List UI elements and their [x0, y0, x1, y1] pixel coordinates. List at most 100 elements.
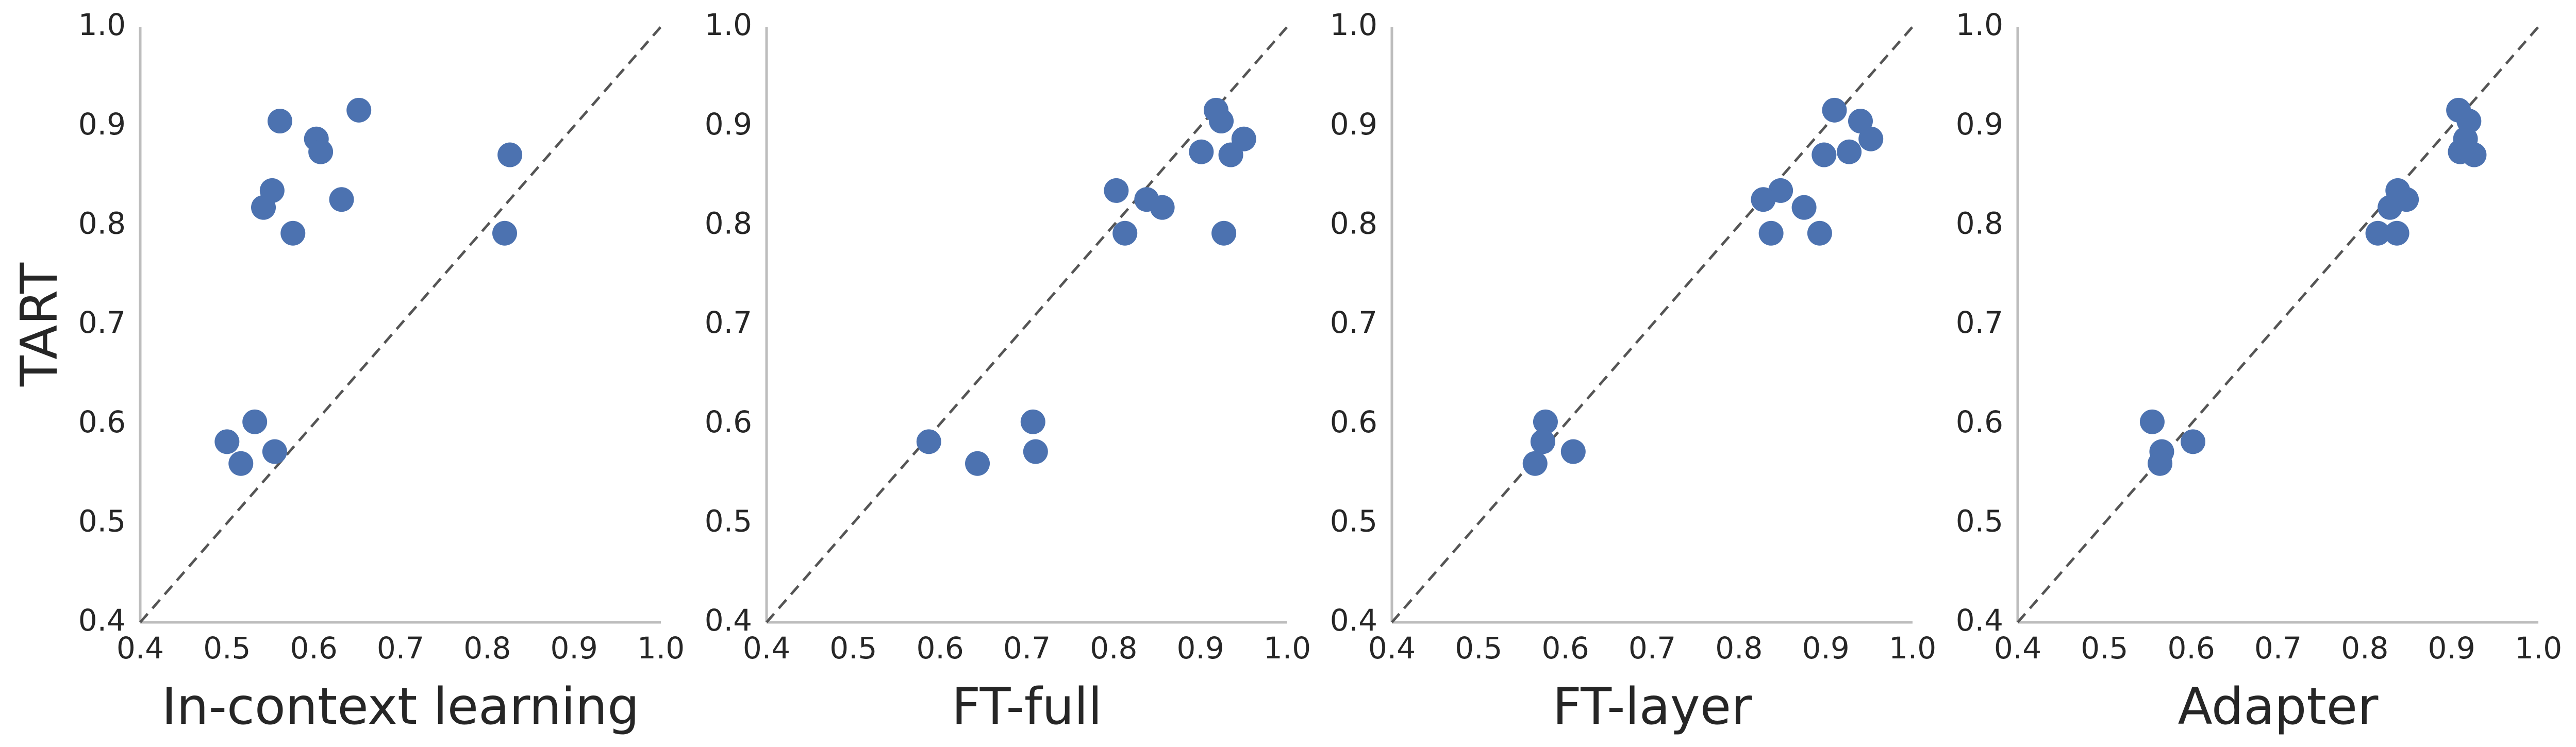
data-point: [1807, 220, 1832, 246]
data-point: [1822, 97, 1847, 123]
y-tick-label: 0.5: [1330, 503, 1377, 538]
x-tick-label: 1.0: [1264, 631, 1311, 666]
data-point: [1560, 439, 1586, 464]
data-point: [1112, 220, 1138, 246]
y-tick-label: 0.6: [1330, 404, 1377, 439]
x-tick-label: 0.4: [1368, 631, 1416, 666]
data-point: [251, 195, 276, 220]
y-tick-label: 0.7: [1956, 305, 2003, 340]
data-point: [1189, 139, 1214, 164]
x-tick-label: 0.5: [203, 631, 251, 666]
data-point: [2181, 429, 2206, 454]
y-tick-label: 0.9: [1956, 107, 2003, 142]
y-tick-label: 1.0: [78, 7, 126, 42]
diagonal-reference-line: [2017, 26, 2539, 623]
data-point: [2148, 451, 2173, 476]
data-point: [1209, 109, 1234, 134]
data-point: [242, 409, 268, 434]
y-tick-label: 1.0: [1330, 7, 1377, 42]
panel-in-context-learning: 0.4 0.5 0.6 0.7 0.8 0.9 1.0 0.4 0.5 0.6 0.7 0.8 0.9 1…: [10, 7, 685, 736]
y-tick-label: 0.8: [78, 206, 126, 241]
y-tick-label: 0.8: [1956, 206, 2003, 241]
x-tick-label: 0.8: [463, 631, 511, 666]
data-point: [2462, 142, 2487, 167]
data-point: [2365, 220, 2390, 246]
x-axis-title: In-context learning: [162, 677, 640, 736]
x-tick-label: 1.0: [637, 631, 685, 666]
data-point: [2139, 409, 2165, 434]
x-tick-label: 0.6: [2168, 631, 2215, 666]
x-tick-label: 0.4: [117, 631, 164, 666]
data-point: [497, 142, 523, 167]
data-point: [1020, 409, 1045, 434]
x-tick-label: 0.9: [1802, 631, 1850, 666]
y-tick-label: 0.4: [78, 603, 126, 638]
x-tick-label: 0.6: [290, 631, 338, 666]
x-tick-label: 0.9: [1177, 631, 1224, 666]
diagonal-reference-line: [766, 26, 1288, 623]
x-tick-label: 0.6: [1542, 631, 1589, 666]
data-point: [228, 451, 254, 476]
x-tick-label: 0.7: [2254, 631, 2302, 666]
data-point: [492, 220, 517, 246]
y-tick-label: 0.7: [705, 305, 752, 340]
data-point: [214, 429, 240, 454]
data-point: [268, 109, 293, 134]
data-point: [1858, 126, 1884, 151]
y-tick-label: 0.7: [78, 305, 126, 340]
data-point: [1533, 409, 1558, 434]
data-point: [916, 429, 941, 454]
y-tick-label: 0.9: [78, 107, 126, 142]
data-point: [1218, 142, 1243, 167]
x-tick-label: 0.5: [1455, 631, 1502, 666]
data-point: [1811, 142, 1837, 167]
x-tick-label: 0.7: [377, 631, 424, 666]
x-tick-label: 0.4: [743, 631, 790, 666]
data-point: [1211, 220, 1237, 246]
x-tick-label: 0.5: [2081, 631, 2128, 666]
data-point: [346, 97, 372, 123]
data-point: [262, 439, 287, 464]
data-point: [1023, 439, 1048, 464]
y-tick-label: 0.4: [1956, 603, 2003, 638]
x-tick-label: 0.4: [1994, 631, 2041, 666]
data-point: [1751, 187, 1776, 212]
y-tick-label: 0.6: [78, 404, 126, 439]
y-tick-label: 0.7: [1330, 305, 1377, 340]
y-tick-label: 0.5: [78, 503, 126, 538]
x-tick-label: 0.6: [917, 631, 964, 666]
x-tick-label: 0.9: [2428, 631, 2475, 666]
y-tick-label: 0.8: [1330, 206, 1377, 241]
data-point: [1837, 139, 1862, 164]
y-tick-label: 0.9: [1330, 107, 1377, 142]
diagonal-reference-line: [139, 26, 662, 623]
panel-ft-full: 0.4 0.5 0.6 0.7 0.8 0.9 1.0 0.4 0.5 0.6 0.7 0.8 0.9 1…: [705, 7, 1311, 736]
panel-adapter: 0.4 0.5 0.6 0.7 0.8 0.9 1.0 0.4 0.5 0.6 0.7 0.8 0.9 1…: [1956, 7, 2562, 736]
data-point: [280, 220, 306, 246]
y-tick-label: 0.9: [705, 107, 752, 142]
y-tick-label: 0.8: [705, 206, 752, 241]
panel-ft-layer: 0.4 0.5 0.6 0.7 0.8 0.9 1.0 0.4 0.5 0.6 0.7 0.8 0.9 1…: [1330, 7, 1936, 736]
diagonal-reference-line: [1391, 26, 1914, 623]
x-axis-title: FT-layer: [1553, 677, 1752, 736]
y-tick-label: 0.4: [705, 603, 752, 638]
x-tick-label: 0.9: [551, 631, 598, 666]
x-tick-label: 1.0: [1889, 631, 1936, 666]
y-tick-label: 1.0: [1956, 7, 2003, 42]
data-point: [2384, 220, 2409, 246]
y-tick-label: 1.0: [705, 7, 752, 42]
y-axis-title: TART: [10, 262, 69, 387]
data-point: [329, 187, 354, 212]
y-tick-label: 0.6: [705, 404, 752, 439]
x-tick-label: 0.8: [1090, 631, 1137, 666]
data-point: [1791, 195, 1817, 220]
y-tick-label: 0.4: [1330, 603, 1377, 638]
data-point: [1150, 195, 1175, 220]
y-tick-label: 0.5: [705, 503, 752, 538]
data-point: [1104, 178, 1129, 203]
x-axis-title: FT-full: [952, 677, 1102, 736]
data-point: [1848, 109, 1873, 134]
data-point: [2378, 195, 2403, 220]
data-point: [965, 451, 990, 476]
